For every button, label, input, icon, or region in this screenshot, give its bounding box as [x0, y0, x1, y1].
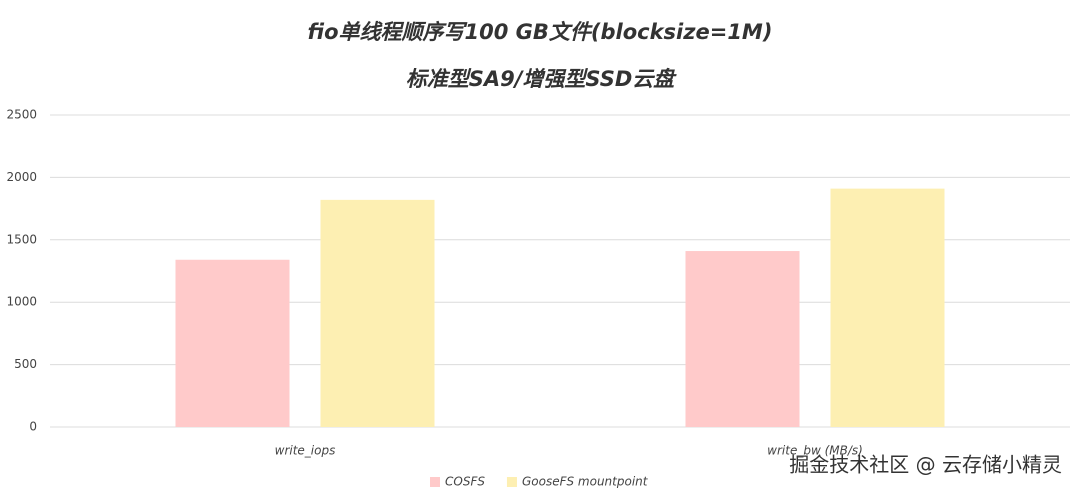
- bar: [320, 199, 435, 427]
- x-tick-label: write_bw (MB/s): [767, 444, 863, 458]
- y-tick-label: 2500: [6, 108, 37, 122]
- y-tick-label: 1000: [6, 295, 37, 309]
- bar: [175, 259, 290, 427]
- legend-swatch: [430, 477, 440, 487]
- legend-swatch: [506, 477, 517, 487]
- chart-subtitle: 标准型SA9/增强型SSD云盘: [406, 67, 678, 91]
- bar: [830, 188, 945, 427]
- watermark: 掘金技术社区 @ 云存储小精灵: [789, 453, 1062, 477]
- y-tick-label: 500: [14, 357, 37, 371]
- bar: [685, 251, 800, 427]
- y-tick-label: 1500: [6, 232, 37, 246]
- legend-label: GooseFS mountpoint: [522, 475, 649, 489]
- y-tick-label: 2000: [6, 170, 37, 184]
- chart-title: fio单线程顺序写100 GB文件(blocksize=1M): [308, 20, 773, 44]
- y-tick-label: 0: [29, 420, 37, 434]
- x-tick-label: write_iops: [275, 444, 336, 458]
- legend-label: COSFS: [445, 475, 485, 489]
